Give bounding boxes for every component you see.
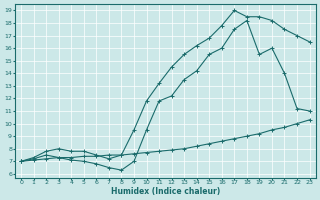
X-axis label: Humidex (Indice chaleur): Humidex (Indice chaleur) [111,187,220,196]
